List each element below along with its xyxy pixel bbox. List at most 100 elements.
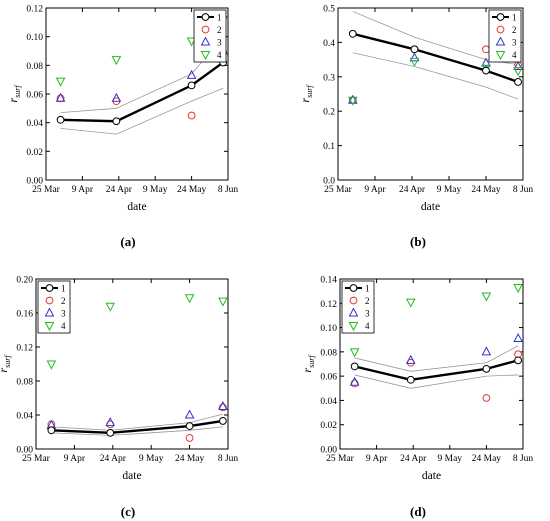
y-axis-title-subscript: surf <box>13 84 22 98</box>
series-4-point <box>46 360 57 370</box>
y-tick-label: 0.06 <box>26 91 43 101</box>
y-tick-label: 0.12 <box>16 344 33 354</box>
legend-marker <box>44 322 55 332</box>
legend-marker <box>349 296 358 305</box>
series-4-point <box>481 292 492 302</box>
series-1-point <box>47 426 56 435</box>
band-upper-line <box>51 413 223 431</box>
legend: 1 2 3 4 <box>341 280 375 334</box>
panel-label-a: (a) <box>120 234 135 249</box>
y-tick-label: 0.00 <box>16 446 33 456</box>
legend-label: 4 <box>512 50 517 60</box>
series-2-point <box>482 394 491 402</box>
series-2-point <box>187 111 196 120</box>
legend-label: 1 <box>61 284 66 294</box>
x-tick-label: 9 Apr <box>72 185 94 195</box>
legend-box <box>37 280 71 334</box>
series-4-point <box>105 302 116 312</box>
y-tick-label: 0.14 <box>320 276 337 286</box>
y-axis-title: rsurf <box>298 84 314 103</box>
series-4-point <box>513 67 523 77</box>
x-tick-label: 25 Mar <box>326 454 355 464</box>
series-4-point <box>513 284 523 294</box>
band-upper-line <box>354 345 519 372</box>
series-3-point <box>184 409 195 419</box>
band-lower-line <box>352 52 519 100</box>
x-tick-label: 24 Apr <box>399 185 426 195</box>
series-1-line <box>352 32 519 84</box>
legend-marker <box>495 51 506 61</box>
plot-frame <box>35 278 229 450</box>
series-4-point <box>349 348 360 358</box>
y-tick-label: 0.16 <box>16 310 33 320</box>
y-axis-title-subscript: surf <box>3 354 12 368</box>
legend-label: 3 <box>365 309 370 319</box>
x-tick-label: 24 Apr <box>400 454 427 464</box>
legend-label: 3 <box>61 309 66 319</box>
series-3-point <box>186 69 197 79</box>
legend-label: 1 <box>512 13 517 23</box>
y-tick-label: 0.3 <box>323 73 335 83</box>
series-1-point <box>348 29 357 38</box>
x-tick-label: 8 Jun <box>218 454 239 464</box>
y-tick-label: 0.04 <box>16 412 33 422</box>
series-4-point <box>347 96 358 106</box>
chart-panel-d: 0.00 0.02 0.04 0.06 0.08 0.10 0.12 0.14 25 Mar 9 … <box>300 276 533 483</box>
y-tick-label: 0.02 <box>320 421 337 431</box>
x-tick-label: 24 May <box>471 185 501 195</box>
series-4-point <box>184 294 195 304</box>
y-tick-label: 0.10 <box>320 324 337 334</box>
chart-panel-b: 0.0 0.1 0.2 0.3 0.4 0.5 25 Mar 9 Apr 24 Apr 9 May… <box>298 5 533 214</box>
series-1-point <box>185 422 194 430</box>
legend-marker <box>349 284 358 292</box>
y-axis-title-subscript: surf <box>305 84 314 98</box>
legend-label: 2 <box>512 25 517 35</box>
x-tick-label: 9 Apr <box>364 185 386 195</box>
y-axis-title: rsurf <box>6 84 22 103</box>
y-tick-label: 0.10 <box>26 33 43 43</box>
y-axis-title-subscript: surf <box>307 354 316 368</box>
plot-frame <box>337 7 524 181</box>
series-1-point <box>350 362 359 371</box>
y-axis-title: rsurf <box>300 354 316 373</box>
legend-label: 2 <box>217 25 222 35</box>
series-1-line <box>354 359 519 382</box>
series-3-point <box>513 332 523 342</box>
series-3-point <box>405 354 416 364</box>
legend: 1 2 3 4 <box>193 9 227 63</box>
y-tick-label: 0.02 <box>26 148 43 158</box>
series-1-point <box>187 81 196 90</box>
series-4-point <box>218 297 228 307</box>
series-3-point <box>349 376 360 386</box>
x-tick-label: 24 Apr <box>106 185 133 195</box>
y-tick-label: 0.12 <box>26 5 43 15</box>
legend-label: 4 <box>217 50 222 60</box>
series-2-point <box>482 45 490 54</box>
band-lower-line <box>51 426 223 436</box>
series-3-point <box>55 92 66 102</box>
series-1-point <box>514 356 523 365</box>
series-3-point <box>409 52 420 62</box>
x-axis-title: date <box>422 470 441 482</box>
panel-label-d: (d) <box>410 504 426 519</box>
x-tick-label: 24 May <box>177 185 207 195</box>
series-2-point <box>185 434 194 442</box>
y-tick-label: 0.06 <box>320 373 337 383</box>
legend-label: 1 <box>365 284 370 294</box>
x-tick-label: 9 Apr <box>64 454 86 464</box>
y-tick-label: 0.00 <box>26 177 43 187</box>
legend-marker <box>495 36 506 46</box>
x-tick-label: 8 Jun <box>513 185 534 195</box>
y-tick-label: 0.20 <box>16 276 33 286</box>
legend-label: 4 <box>365 321 370 331</box>
chart-panel-a: 0.00 0.02 0.04 0.06 0.08 0.10 0.12 25 Mar 9 Apr 2… <box>6 5 238 214</box>
legend-label: 4 <box>61 321 66 331</box>
x-tick-label: 9 Apr <box>366 454 388 464</box>
series-3-point <box>347 94 358 104</box>
y-tick-label: 0.00 <box>320 446 337 456</box>
legend-label: 3 <box>217 38 222 48</box>
legend: 1 2 3 4 <box>488 9 522 63</box>
x-tick-label: 9 May <box>139 454 164 464</box>
y-tick-label: 0.1 <box>323 142 335 152</box>
x-tick-label: 24 May <box>175 454 205 464</box>
